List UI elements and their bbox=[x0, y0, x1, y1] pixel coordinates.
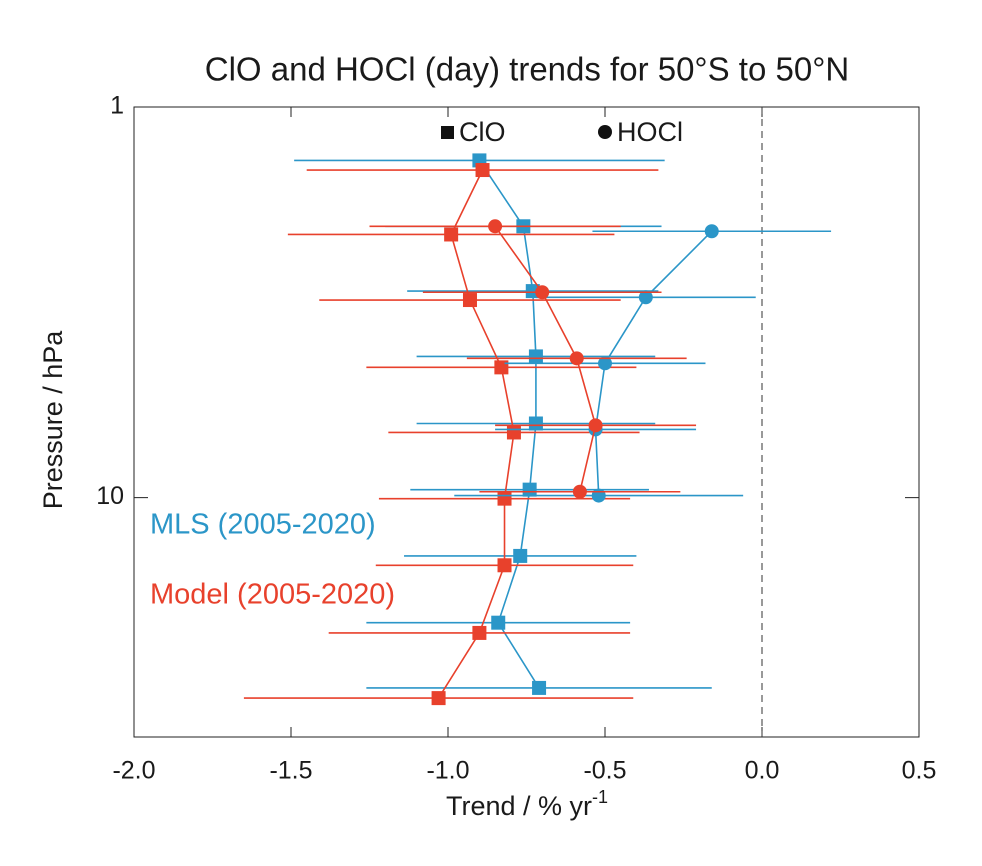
marker bbox=[506, 425, 521, 440]
x-tick-label: -1.5 bbox=[269, 757, 312, 785]
marker bbox=[591, 488, 606, 503]
x-axis-label-sup: -1 bbox=[592, 787, 608, 807]
marker bbox=[497, 491, 512, 506]
marker bbox=[522, 482, 537, 497]
legend-label: MLS (2005-2020) bbox=[150, 509, 376, 541]
x-tick-label: 0.5 bbox=[902, 757, 937, 785]
marker bbox=[472, 625, 487, 640]
marker bbox=[569, 351, 584, 366]
x-tick-label: 0.0 bbox=[745, 757, 780, 785]
marker bbox=[598, 356, 612, 371]
marker bbox=[572, 484, 587, 499]
marker bbox=[491, 615, 506, 630]
marker bbox=[444, 227, 459, 242]
legend-label: HOCl bbox=[617, 117, 683, 147]
marker bbox=[588, 418, 603, 433]
marker bbox=[513, 548, 528, 563]
plot-frame bbox=[133, 106, 920, 738]
x-tick-label: -2.0 bbox=[112, 757, 155, 785]
chart-title: ClO and HOCl (day) trends for 50°S to 50… bbox=[205, 51, 849, 88]
x-tick-label: -1.0 bbox=[426, 757, 469, 785]
marker bbox=[528, 416, 543, 431]
legend-marker bbox=[441, 126, 454, 139]
legend-marker bbox=[598, 125, 612, 139]
marker bbox=[497, 558, 512, 573]
marker bbox=[535, 285, 550, 300]
marker bbox=[528, 349, 543, 364]
marker bbox=[462, 293, 477, 308]
marker bbox=[488, 219, 503, 234]
y-axis-label: Pressure / hPa bbox=[38, 330, 68, 510]
x-tick-label: -0.5 bbox=[583, 757, 626, 785]
marker bbox=[475, 163, 490, 178]
legend-label: ClO bbox=[459, 117, 506, 147]
y-tick-label: 10 bbox=[96, 482, 124, 510]
marker bbox=[532, 680, 547, 695]
x-axis-label: Trend / % yr-1 bbox=[446, 787, 608, 821]
marker bbox=[638, 290, 653, 305]
marker bbox=[431, 691, 446, 706]
marker bbox=[494, 360, 509, 375]
x-axis-label-main: Trend / % yr bbox=[446, 791, 592, 821]
legend-label: Model (2005-2020) bbox=[150, 579, 395, 611]
y-tick-label: 1 bbox=[110, 92, 124, 120]
marker bbox=[704, 224, 719, 239]
